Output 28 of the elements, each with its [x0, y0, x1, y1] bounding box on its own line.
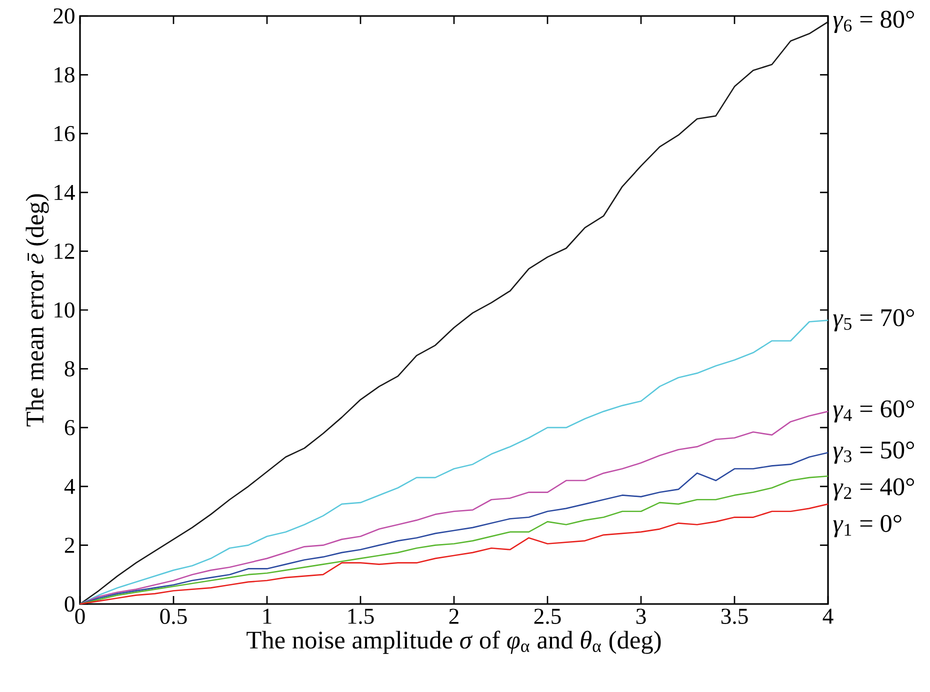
y-tick-label: 16: [54, 126, 75, 142]
series-label: γ$_{2}$ = 40°: [833, 478, 914, 500]
x-tick-label: 1: [263, 608, 272, 624]
y-tick-label: 14: [54, 184, 75, 200]
y-tick-label: 4: [64, 478, 75, 494]
x-tick-label: 4: [822, 608, 834, 624]
series-label: γ$_{5}$ = 70°: [833, 309, 914, 332]
series-label: γ$_{3}$ = 50°: [833, 441, 914, 464]
x-tick-label: 2: [449, 608, 458, 624]
x-tick-label: 3: [636, 608, 646, 624]
x-tick-label: 0: [75, 608, 85, 624]
y-tick-label: 6: [64, 420, 75, 436]
x-tick-label: 0.5: [160, 608, 187, 624]
x-tick-label: 2.5: [534, 608, 561, 624]
y-tick-label: 2: [64, 538, 74, 553]
series-label: γ$_{4}$ = 60°: [833, 400, 914, 423]
x-tick-label: 3.5: [721, 608, 748, 624]
y-axis-title: The mean error ē (deg): [26, 194, 49, 426]
series-label: γ$_{1}$ = 0°: [833, 514, 902, 538]
x-tick-label: 1.5: [348, 608, 374, 624]
y-tick-label: 8: [64, 361, 74, 376]
y-tick-label: 20: [54, 8, 74, 24]
y-tick-label: 18: [54, 67, 74, 82]
y-tick-label: 10: [54, 302, 74, 318]
y-tick-label: 12: [54, 244, 74, 259]
y-tick-label: 0: [64, 596, 74, 612]
series-label: γ$_{6}$ = 80°: [833, 10, 914, 33]
text: The noise amplitude σ of φ$_{α}$ and θ$_{α}$ (deg): [246, 630, 661, 654]
